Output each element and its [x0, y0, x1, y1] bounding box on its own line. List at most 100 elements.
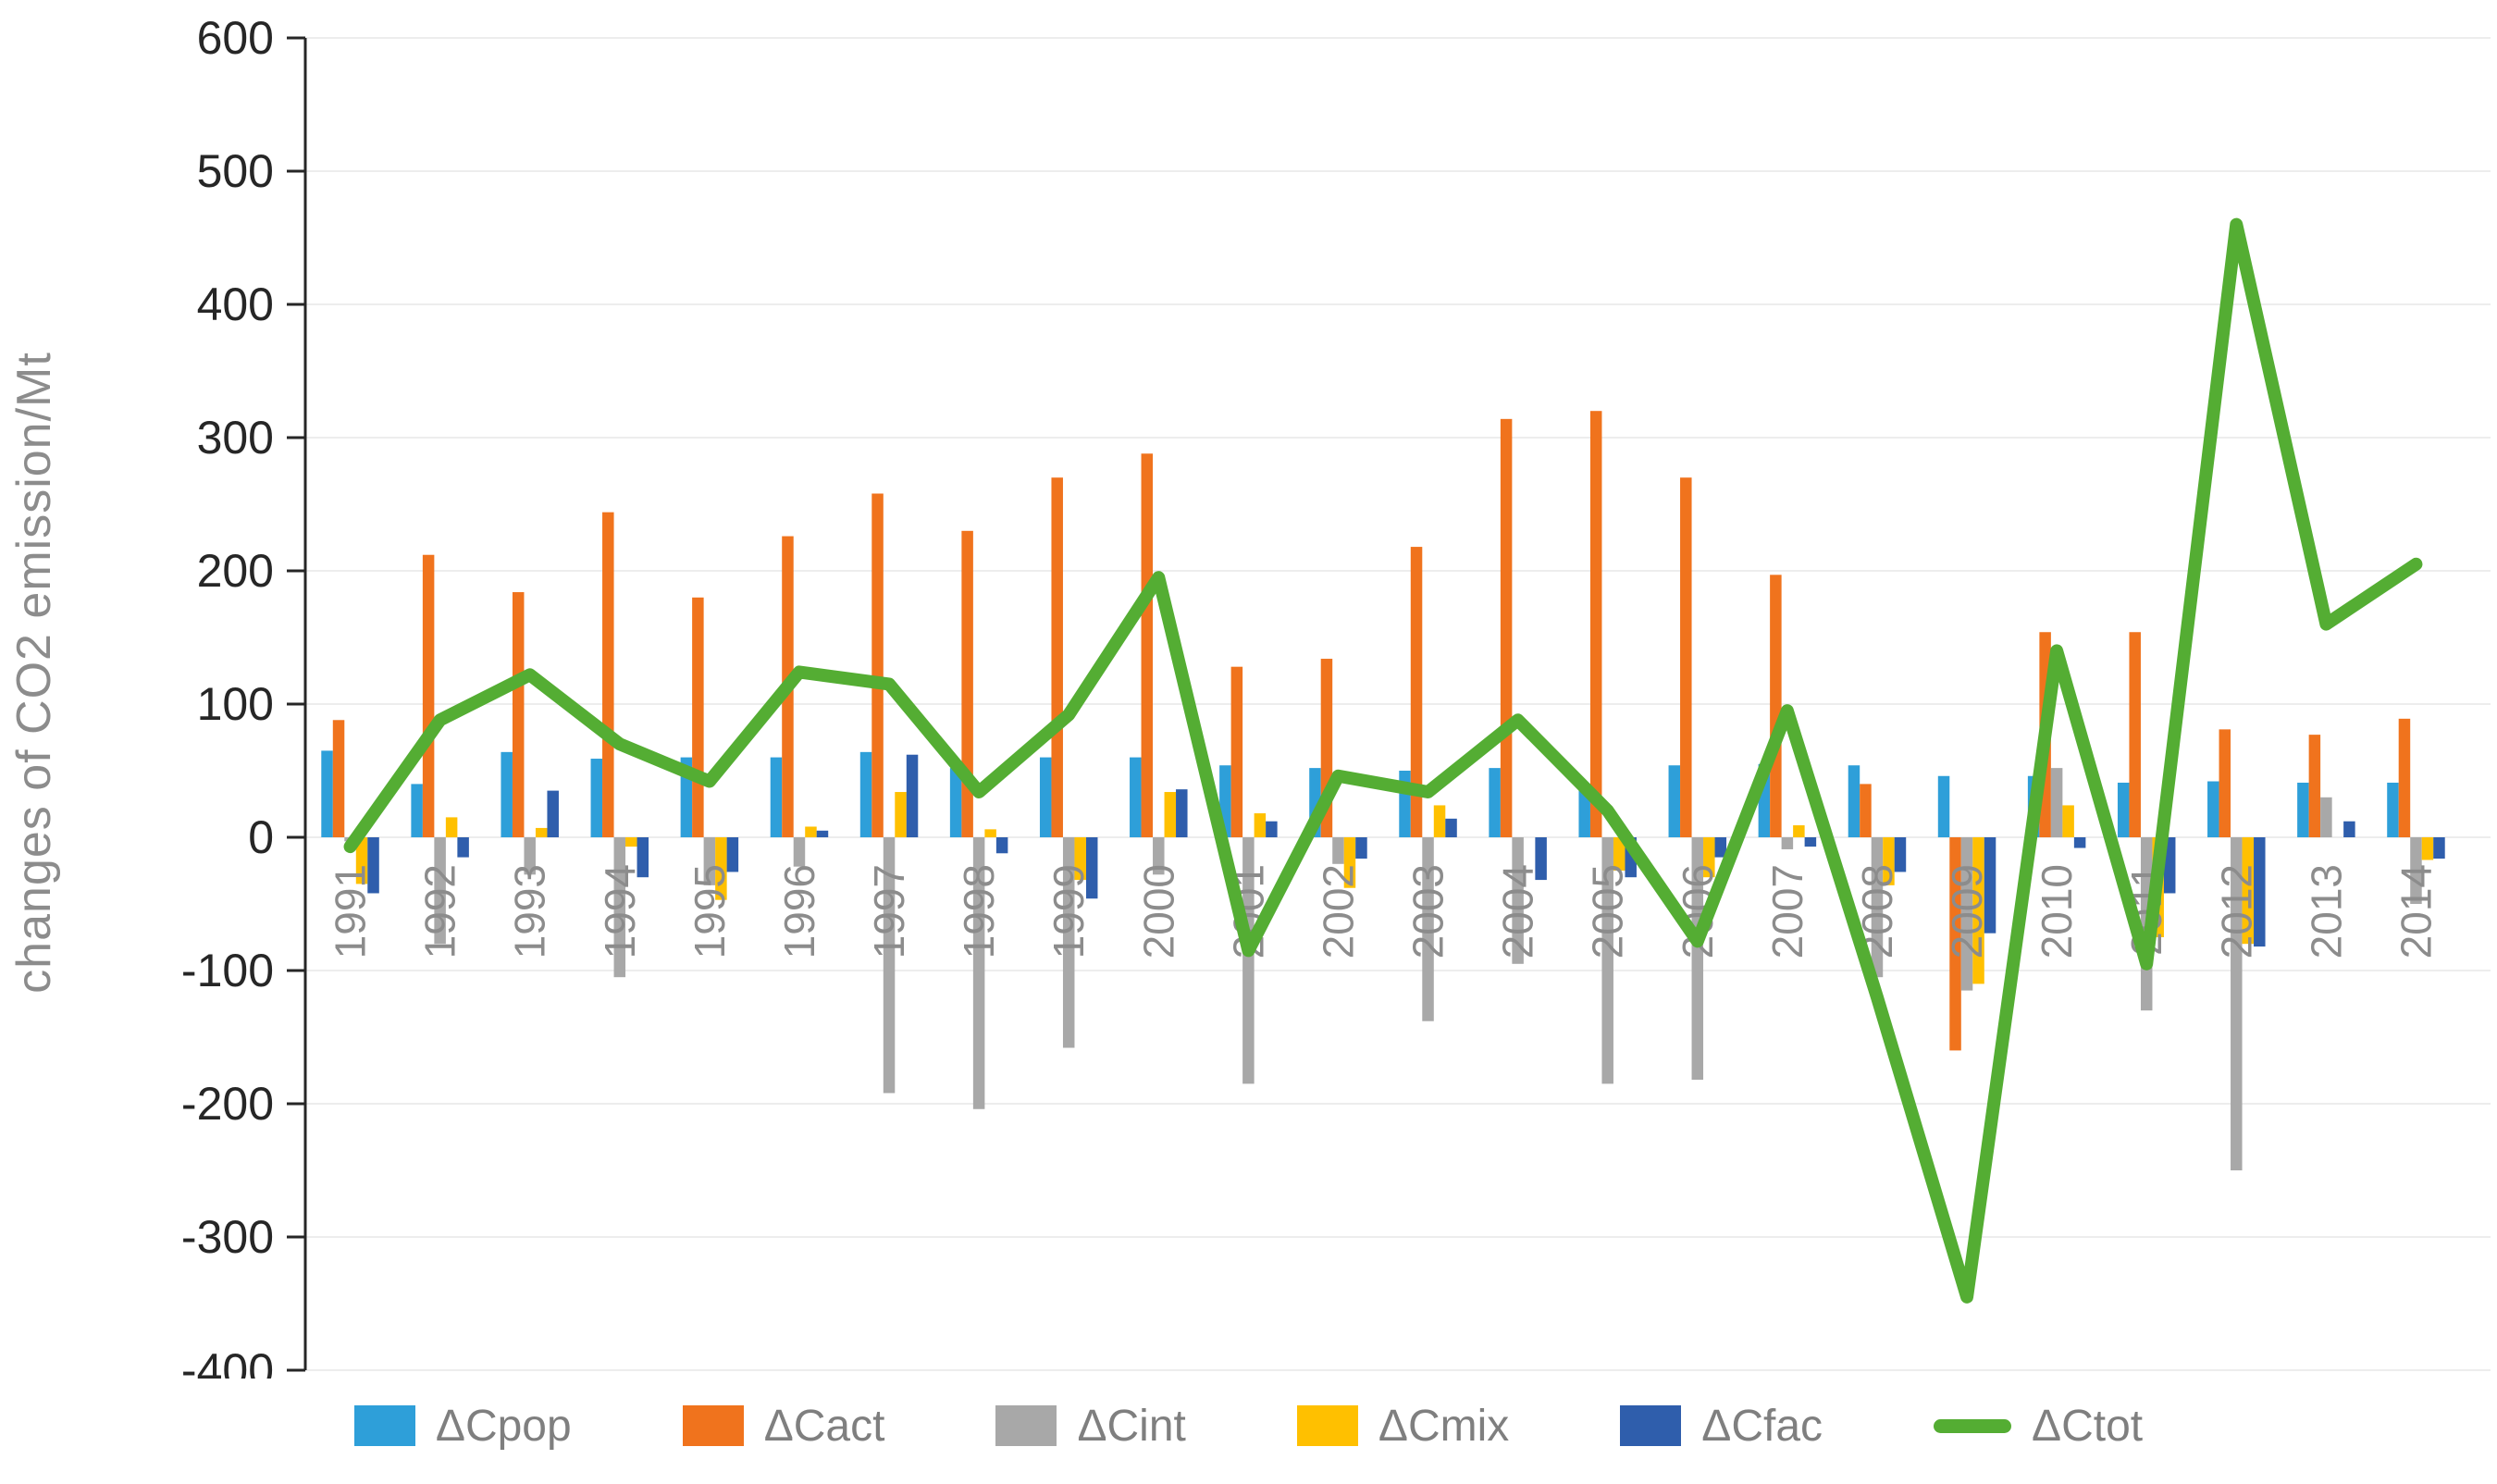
bar-ΔCmix-2000: [1164, 792, 1177, 837]
bar-ΔCfac-1991: [367, 837, 379, 894]
bar-ΔCint-1997: [883, 837, 896, 1094]
bar-ΔCmix-1995: [715, 837, 727, 900]
bar-ΔCint-1995: [703, 837, 716, 885]
bar-ΔCmix-2007: [1793, 825, 1805, 837]
bar-ΔCact-2014: [2398, 718, 2411, 837]
bar-ΔCmix-2005: [1613, 837, 1626, 871]
bar-ΔCmix-2010: [2062, 805, 2074, 837]
y-tick-label: 300: [197, 412, 274, 464]
legend-label: ΔCfac: [1701, 1401, 1823, 1451]
bar-ΔCint-1993: [524, 837, 536, 875]
bar-ΔCfac-2007: [1804, 837, 1817, 847]
bar-ΔCfac-2010: [2073, 837, 2086, 848]
bar-ΔCact-2005: [1589, 411, 1602, 837]
bar-ΔCact-2009: [1949, 837, 1961, 1051]
bar-ΔCact-2013: [2308, 735, 2321, 837]
y-tick-label: -300: [181, 1211, 274, 1263]
legend-label: ΔCint: [1077, 1401, 1186, 1451]
legend-line-icon-ΔCtot: [1934, 1418, 2012, 1433]
bar-ΔCact-2006: [1680, 477, 1692, 837]
legend-item-ΔCfac[interactable]: ΔCfac: [1620, 1401, 1823, 1452]
bar-ΔCpop-1997: [859, 751, 872, 837]
y-tick-label: 200: [197, 545, 274, 597]
bar-ΔCact-2008: [1860, 784, 1872, 837]
legend-swatch-icon-ΔCfac: [1620, 1405, 1682, 1446]
bar-ΔCpop-2014: [2387, 782, 2399, 837]
x-tick-label: 2004: [1494, 864, 1542, 958]
bar-ΔCmix-1991: [355, 837, 368, 884]
legend-label: ΔCpop: [435, 1401, 572, 1451]
bar-ΔCpop-2004: [1489, 768, 1501, 837]
bar-ΔCfac-2003: [1445, 818, 1457, 837]
bar-ΔCact-2007: [1770, 575, 1782, 837]
legend-item-ΔCact[interactable]: ΔCact: [682, 1401, 885, 1452]
bar-ΔCact-2000: [1141, 453, 1154, 837]
bar-ΔCpop-1994: [590, 759, 603, 837]
bar-ΔCpop-1999: [1039, 757, 1052, 837]
bar-ΔCint-2000: [1153, 837, 1165, 875]
legend-item-ΔCpop[interactable]: ΔCpop: [353, 1401, 572, 1452]
bar-ΔCmix-2009: [1972, 837, 1984, 984]
x-tick-label: 1996: [775, 864, 823, 958]
legend-label: ΔCact: [763, 1401, 885, 1451]
bar-ΔCfac-1992: [457, 837, 469, 858]
bar-ΔCact-1992: [422, 554, 435, 837]
legend-swatch-icon-ΔCpop: [353, 1405, 415, 1446]
bar-ΔCmix-2001: [1254, 813, 1267, 837]
bar-ΔCpop-2005: [1578, 789, 1590, 837]
y-tick-label: 600: [197, 12, 274, 64]
bar-ΔCint-1998: [972, 837, 985, 1109]
bar-ΔCmix-1999: [1074, 837, 1086, 881]
bar-ΔCint-2006: [1691, 837, 1704, 1081]
bar-ΔCpop-2006: [1668, 765, 1681, 837]
bar-ΔCpop-1993: [501, 751, 513, 837]
x-tick-label: 2007: [1763, 864, 1811, 958]
y-tick-label: -100: [181, 945, 274, 996]
bar-ΔCint-2010: [2050, 768, 2063, 837]
legend-swatch-icon-ΔCint: [995, 1405, 1057, 1446]
legend-item-ΔCtot[interactable]: ΔCtot: [1934, 1401, 2143, 1452]
x-tick-label: 2000: [1134, 864, 1182, 958]
x-tick-label: 2009: [1943, 864, 1991, 958]
y-tick-label: 500: [197, 145, 274, 197]
legend-swatch-icon-ΔCact: [682, 1405, 744, 1446]
legend-item-ΔCmix[interactable]: ΔCmix: [1296, 1401, 1509, 1452]
bar-ΔCpop-1992: [411, 784, 423, 837]
x-tick-label: 2012: [2212, 864, 2260, 958]
bar-ΔCint-2014: [2410, 837, 2422, 904]
x-tick-label: 1999: [1045, 864, 1093, 958]
bar-ΔCint-2009: [1960, 837, 1973, 991]
legend: ΔCpop ΔCact ΔCint ΔCmix ΔCfac ΔCtot: [0, 1375, 2497, 1477]
x-tick-label: 1998: [955, 864, 1003, 958]
y-tick-label: -200: [181, 1078, 274, 1130]
bar-ΔCint-2002: [1332, 837, 1344, 864]
bar-ΔCfac-2008: [1894, 837, 1907, 872]
bar-ΔCint-2004: [1512, 837, 1524, 964]
line-ΔCtot: [343, 217, 2423, 1304]
legend-item-ΔCint[interactable]: ΔCint: [995, 1401, 1186, 1452]
bar-ΔCact-1998: [961, 530, 973, 837]
x-tick-label: 2013: [2302, 864, 2350, 958]
bar-ΔCint-1994: [613, 837, 626, 978]
bar-ΔCmix-1997: [895, 792, 907, 837]
bar-ΔCmix-1996: [805, 826, 817, 837]
bar-ΔCpop-1996: [770, 757, 783, 837]
bar-ΔCpop-2011: [2117, 782, 2130, 837]
bar-ΔCact-2004: [1500, 418, 1513, 837]
bar-ΔCpop-2000: [1130, 757, 1142, 837]
bar-ΔCfac-2006: [1714, 837, 1727, 858]
bar-ΔCpop-2012: [2207, 781, 2219, 837]
bar-ΔCfac-1998: [995, 837, 1008, 854]
x-tick-label: 2010: [2033, 864, 2081, 958]
x-tick-label: 1994: [596, 864, 644, 958]
bar-ΔCfac-2011: [2163, 837, 2176, 894]
bar-ΔCact-1993: [512, 592, 525, 837]
bar-ΔCint-2008: [1871, 837, 1884, 978]
bar-ΔCpop-2009: [1937, 775, 1950, 837]
bar-ΔCfac-2002: [1355, 837, 1367, 859]
y-tick-label: 400: [197, 278, 274, 330]
bar-ΔCmix-2012: [2242, 837, 2255, 945]
bar-ΔCint-2003: [1422, 837, 1434, 1021]
bar-ΔCmix-2002: [1343, 837, 1356, 888]
